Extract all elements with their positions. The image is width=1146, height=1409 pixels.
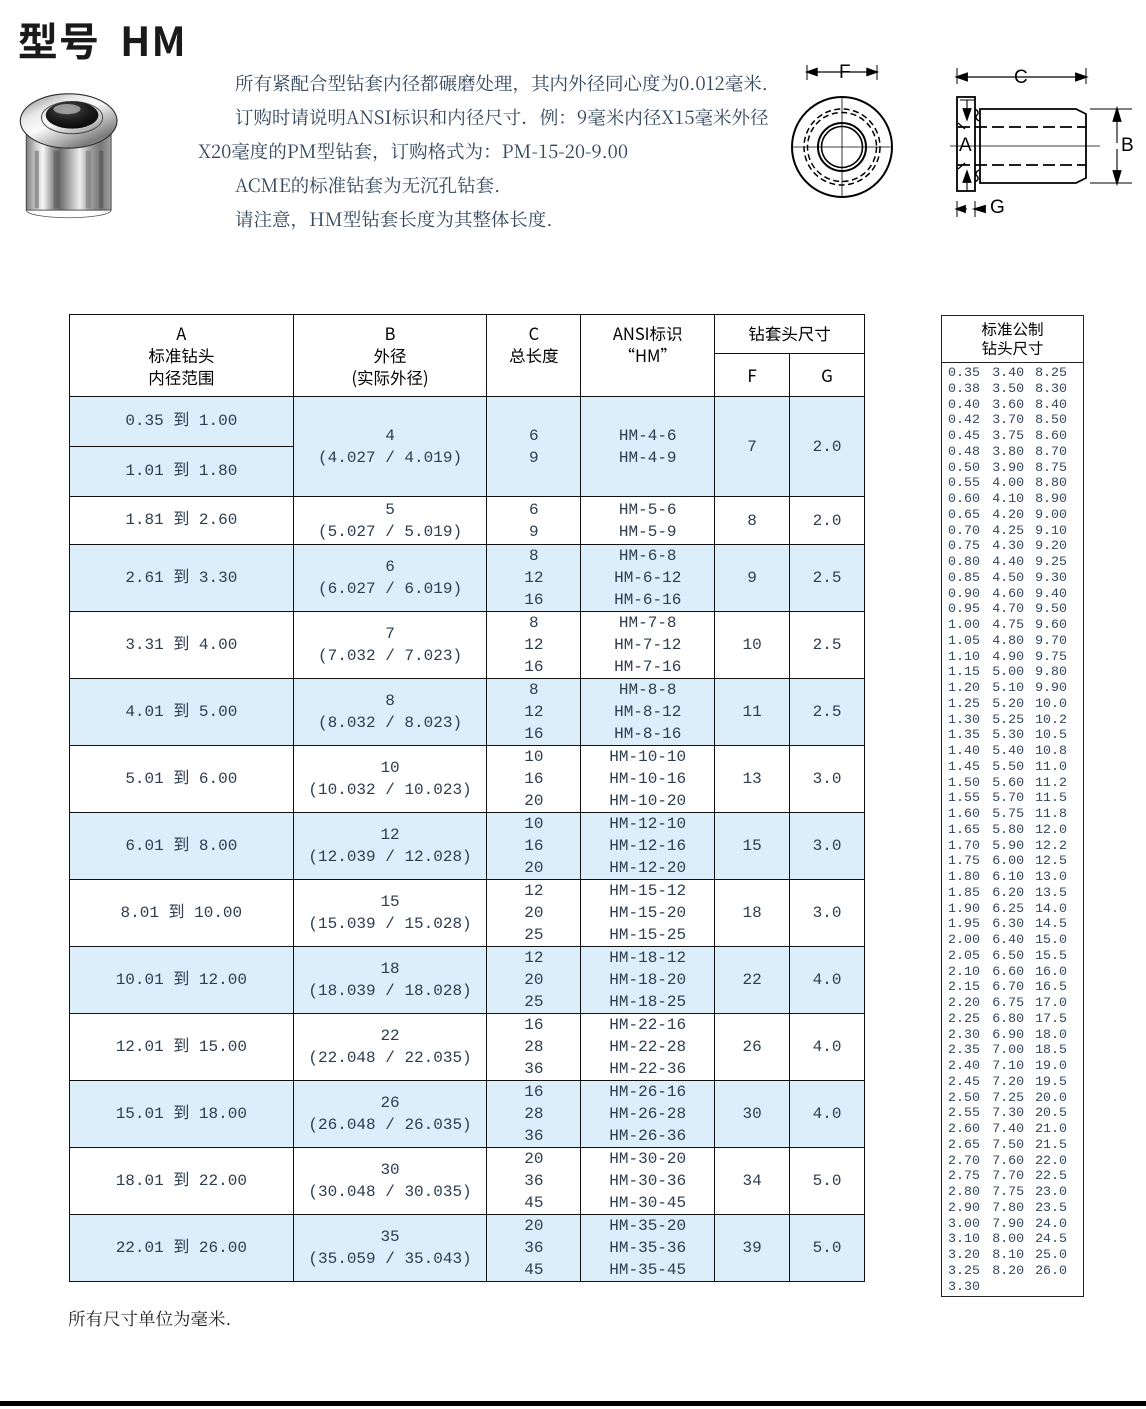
svg-text:F: F (839, 62, 851, 83)
svg-text:C: C (1014, 67, 1028, 88)
svg-text:A: A (959, 135, 972, 156)
svg-text:G: G (990, 197, 1005, 218)
svg-text:B: B (1121, 135, 1134, 156)
